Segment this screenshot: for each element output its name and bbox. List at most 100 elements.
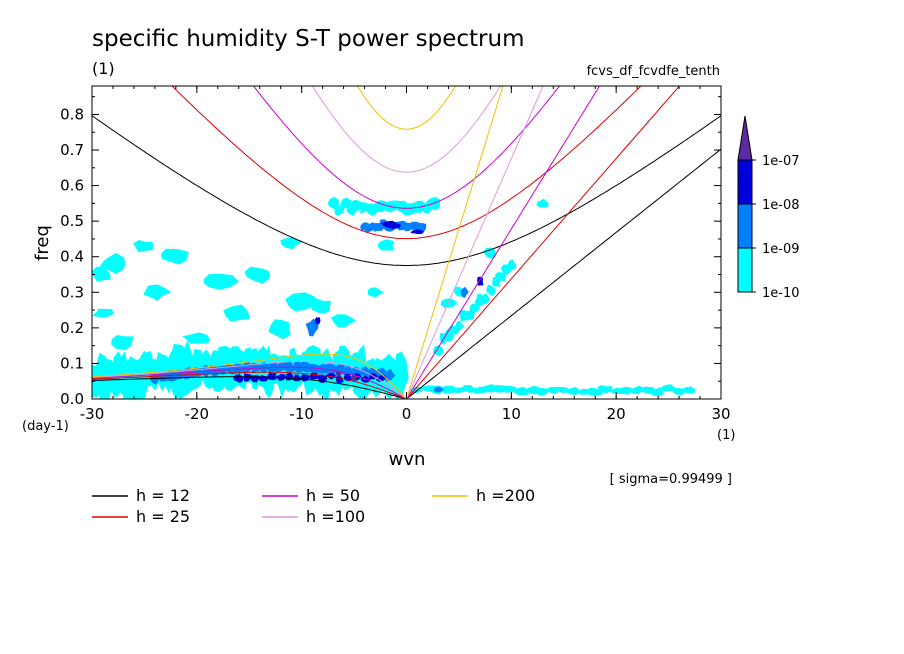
spectral-blob <box>433 386 444 393</box>
y-tick-label: 0.5 <box>60 212 84 230</box>
spectral-blob <box>333 363 345 375</box>
x-units-label: (1) <box>717 428 735 443</box>
legend: h = 12 h = 25 h = 50 h =100 h =200 <box>92 486 535 526</box>
spectral-blob <box>305 318 319 337</box>
colorbar-extend <box>737 115 753 161</box>
spectral-blob <box>367 287 384 298</box>
colorbar-label: 1e-10 <box>762 286 800 301</box>
y-tick-label: 0.6 <box>60 177 84 195</box>
x-tick-label: -10 <box>289 405 314 423</box>
colorbar: 1e-10 1e-09 1e-08 1e-07 <box>737 115 800 301</box>
kelvin-curve <box>406 86 504 399</box>
spectral-blob <box>460 286 469 299</box>
spectral-blob <box>477 276 484 286</box>
spectral-blob <box>92 308 115 318</box>
spectral-blob <box>618 386 634 395</box>
colorbar-segment <box>737 247 753 293</box>
spectral-blob <box>432 345 444 357</box>
legend-label: h =200 <box>476 486 535 505</box>
spectral-blob <box>285 292 321 312</box>
spectral-blob <box>495 271 506 282</box>
legend-label: h = 25 <box>136 507 190 526</box>
units-label: (1) <box>92 59 115 78</box>
inertia-gravity-curve <box>92 115 721 266</box>
spectral-blob <box>346 203 360 217</box>
sigma-note: [ sigma=0.99499 ] <box>610 472 732 487</box>
spectral-blob <box>335 371 342 377</box>
spectral-blob <box>440 385 456 394</box>
spectral-blob <box>464 310 475 321</box>
spectral-blob <box>554 386 571 394</box>
dispersion-curves <box>92 86 721 399</box>
spectral-blob <box>223 304 251 322</box>
spectral-blob <box>380 220 401 230</box>
spectral-blob <box>111 334 134 350</box>
spectral-blob <box>681 386 696 394</box>
x-tick-label: 10 <box>502 405 521 423</box>
y-tick-label: 0.1 <box>60 354 84 372</box>
colorbar-label: 1e-08 <box>762 198 800 213</box>
spectral-blob <box>566 386 582 395</box>
spectral-blob <box>410 229 425 235</box>
rossby-curve <box>92 376 407 399</box>
spectral-blob <box>471 386 487 394</box>
y-tick-label: 0.7 <box>60 141 84 159</box>
spectral-blob <box>480 293 490 305</box>
kelvin-curve <box>406 86 681 399</box>
spectral-blob <box>395 351 409 399</box>
spectral-blob <box>334 205 345 216</box>
colorbar-segment <box>737 203 753 249</box>
spectral-blob <box>133 240 154 253</box>
legend-label: h = 50 <box>306 486 360 505</box>
spectral-blob <box>243 373 253 382</box>
spectral-blob <box>174 369 186 380</box>
spectral-blob <box>99 253 126 274</box>
shaded-regions <box>92 196 696 399</box>
chart-title: specific humidity S-T power spectrum <box>92 26 524 52</box>
x-tick-label: -30 <box>80 405 105 423</box>
spectral-blob <box>330 314 357 328</box>
spectral-blob <box>384 368 396 382</box>
y-units-label: (day-1) <box>22 419 69 434</box>
spectral-blob <box>492 384 508 393</box>
spectral-blob <box>244 266 271 284</box>
spectral-blob <box>483 247 496 259</box>
y-tick-label: 0.8 <box>60 105 84 123</box>
spectral-blob <box>92 266 111 282</box>
spectral-blob <box>454 320 465 331</box>
colorbar-label: 1e-07 <box>762 154 800 169</box>
inertia-gravity-curve <box>171 86 642 240</box>
axes: -30 -20 -10 0 10 20 30 0.0 0.1 0.2 0.3 0.4 0.5 0.6 0.7… <box>60 86 731 423</box>
spectral-blob <box>143 284 172 301</box>
inertia-gravity-curve <box>311 86 502 173</box>
x-tick-label: 0 <box>402 405 412 423</box>
colorbar-segment <box>737 159 753 205</box>
spectral-blob <box>326 363 336 376</box>
spectral-blob <box>259 374 269 382</box>
rossby-curve <box>92 353 407 399</box>
spectral-blob <box>649 387 664 397</box>
spectral-blob <box>282 360 295 373</box>
spectral-blob <box>292 374 304 382</box>
spectral-blob <box>416 222 427 234</box>
spectral-blob <box>586 387 603 396</box>
run-label: fcvs_df_fcvdfe_tenth <box>587 64 720 79</box>
inertia-gravity-curve <box>252 86 561 209</box>
spectral-blob <box>486 284 496 297</box>
y-tick-label: 0.2 <box>60 319 84 337</box>
spectral-blob <box>536 387 550 396</box>
spectral-blob <box>513 386 530 396</box>
legend-label: h = 12 <box>136 486 190 505</box>
spectral-blob <box>160 248 189 265</box>
x-tick-label: -20 <box>185 405 210 423</box>
rossby-curve <box>92 366 407 399</box>
spectral-blob <box>440 298 458 308</box>
kelvin-curve <box>406 86 601 399</box>
spectral-blob <box>314 317 321 326</box>
kelvin-curve <box>406 86 544 399</box>
spectral-blob <box>506 259 517 272</box>
legend-label: h =100 <box>306 507 365 526</box>
y-axis-label: freq <box>32 225 53 261</box>
spectral-blob <box>182 332 210 344</box>
rossby-curve <box>92 371 407 399</box>
